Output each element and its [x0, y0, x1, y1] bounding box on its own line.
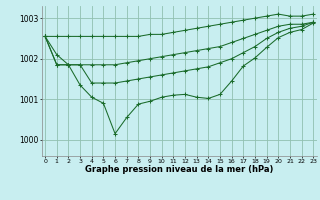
X-axis label: Graphe pression niveau de la mer (hPa): Graphe pression niveau de la mer (hPa) [85, 165, 273, 174]
